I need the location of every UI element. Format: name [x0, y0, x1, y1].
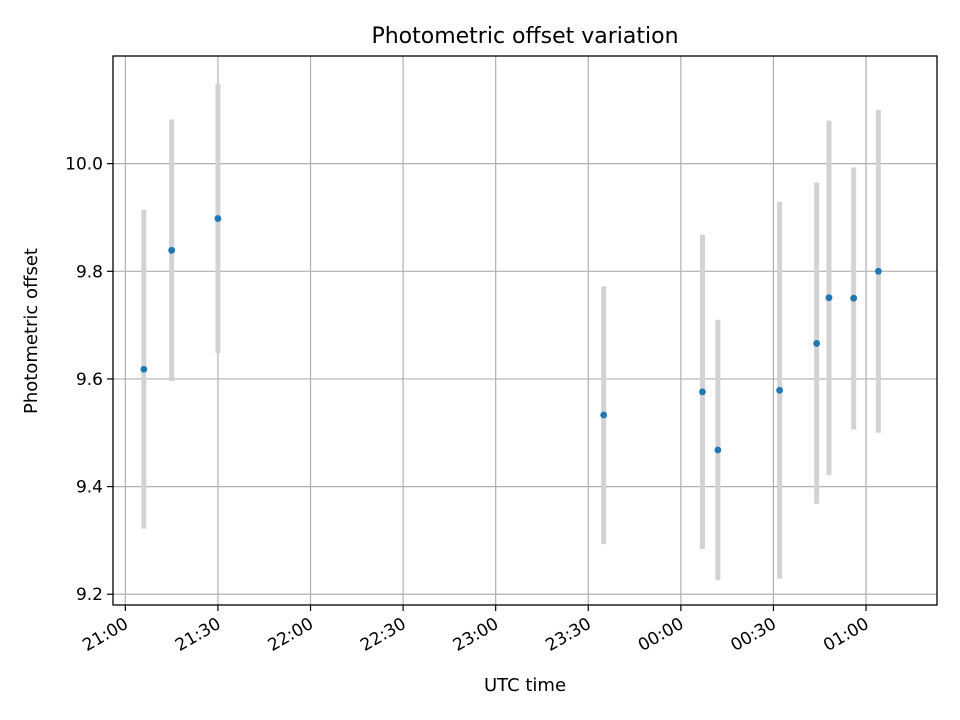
y-tick-label: 9.2 [76, 585, 103, 605]
x-tick-label: 00:30 [727, 614, 779, 656]
data-point [850, 294, 858, 302]
y-tick-label: 9.6 [76, 370, 103, 390]
data-point [140, 365, 148, 373]
y-axis-ticks: 9.2 9.4 9.6 9.8 10.0 [65, 155, 113, 605]
data-point [699, 388, 706, 396]
y-axis-label: Photometric offset [21, 248, 42, 414]
data-point [714, 446, 722, 454]
x-tick-label: 01:00 [820, 614, 872, 656]
data-points [140, 215, 882, 454]
data-point [776, 386, 784, 394]
x-tick-label: 22:30 [357, 614, 409, 656]
data-point [600, 411, 608, 419]
grid-lines [113, 56, 937, 605]
y-tick-label: 10.0 [65, 155, 103, 175]
x-tick-label: 22:00 [265, 614, 317, 656]
data-point [874, 267, 882, 275]
x-tick-label: 23:30 [542, 614, 594, 656]
plot-frame [112, 55, 938, 606]
x-tick-label: 00:00 [635, 614, 687, 656]
y-tick-label: 9.8 [76, 262, 103, 282]
x-axis-label: UTC time [484, 675, 566, 696]
data-point [813, 340, 821, 347]
data-point [214, 215, 222, 222]
x-tick-label: 21:30 [172, 614, 224, 656]
x-tick-label: 23:00 [450, 614, 502, 656]
error-bars [141, 83, 881, 581]
x-tick-label: 21:00 [79, 614, 131, 656]
chart-title: Photometric offset variation [371, 24, 678, 49]
x-axis-ticks: 21:00 21:30 22:00 22:30 23:00 23:30 00:00 00:30… [79, 605, 873, 656]
data-point [825, 294, 833, 302]
y-tick-label: 9.4 [76, 478, 103, 498]
data-point [168, 246, 176, 254]
